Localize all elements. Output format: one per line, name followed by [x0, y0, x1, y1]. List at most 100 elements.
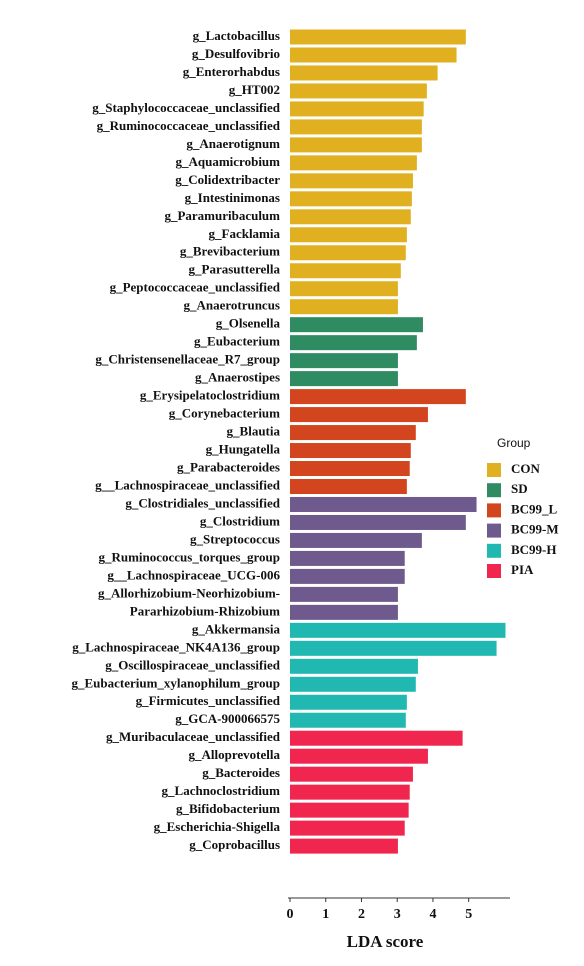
category-label: g_Bacteroides	[202, 765, 280, 780]
legend-swatch	[487, 543, 501, 558]
bar	[290, 712, 406, 728]
bar	[290, 173, 413, 189]
bar	[290, 532, 422, 548]
bar	[290, 281, 398, 297]
legend-label: BC99_L	[511, 501, 558, 516]
legend-label: SD	[511, 481, 528, 496]
category-label: g_Facklamia	[209, 226, 281, 241]
x-tick-label: 4	[429, 907, 436, 922]
bar	[290, 299, 398, 315]
bar	[290, 353, 398, 369]
bar	[290, 245, 406, 261]
bar	[290, 227, 407, 243]
legend-label: BC99-M	[511, 522, 559, 537]
category-label: g_Clostridium	[200, 513, 280, 528]
category-label: g_Hungatella	[206, 442, 281, 457]
bar	[290, 802, 409, 818]
legend-label: CON	[511, 461, 541, 476]
category-label: g_Eubacterium	[194, 334, 280, 349]
legend-swatch	[487, 523, 501, 538]
bar	[290, 425, 416, 441]
bar	[290, 461, 410, 477]
bar	[290, 155, 417, 171]
bar	[290, 676, 416, 692]
category-label: g_Aquamicrobium	[176, 154, 281, 169]
x-tick-label: 1	[322, 907, 329, 922]
bar	[290, 658, 418, 674]
legend-swatch	[487, 463, 501, 477]
x-tick-label: 3	[394, 907, 401, 922]
category-label: g_Peptococcaceae_unclassified	[110, 280, 281, 295]
category-label: g_Allorhizobium-Neorhizobium-	[98, 585, 280, 600]
category-label: g_Eubacterium_xylanophilum_group	[71, 675, 280, 690]
category-label: g_Olsenella	[216, 316, 281, 331]
bar	[290, 47, 457, 63]
bar	[290, 838, 398, 854]
category-label: g__Lachnospiraceae_unclassified	[95, 477, 281, 492]
category-label: g_Coprobacillus	[189, 837, 280, 852]
category-label: g_Blautia	[227, 424, 281, 439]
bar	[290, 730, 463, 746]
category-label: g_Firmicutes_unclassified	[136, 693, 281, 708]
x-axis-title: LDA score	[347, 932, 424, 951]
category-label: g_Bifidobacterium	[176, 801, 280, 816]
bar	[290, 479, 407, 494]
category-label: g_Anaerotruncus	[183, 298, 280, 313]
bar	[290, 65, 438, 81]
category-label: g_Anaerotignum	[186, 136, 280, 151]
bar	[290, 317, 423, 333]
bar	[290, 514, 466, 530]
category-label: g_Intestinimonas	[185, 190, 280, 205]
legend-swatch	[487, 564, 501, 578]
legend-swatch	[487, 503, 501, 518]
category-label: g_Alloprevotella	[189, 747, 281, 762]
bar	[290, 550, 405, 566]
category-label: g_Corynebacterium	[169, 406, 280, 421]
legend-label: PIA	[511, 562, 534, 577]
bar	[290, 694, 407, 710]
legend-title: Group	[497, 436, 531, 450]
legend-swatch	[487, 483, 501, 498]
bar	[290, 496, 477, 512]
bar	[290, 389, 466, 405]
bar	[290, 407, 428, 423]
category-label: g_Akkermansia	[192, 621, 281, 636]
category-label: g_Colidextribacter	[175, 172, 280, 187]
x-tick-label: 0	[287, 907, 294, 922]
bar	[290, 586, 398, 602]
bar	[290, 820, 405, 836]
category-label: g__Lachnospiraceae_UCG-006	[107, 567, 280, 582]
bar	[290, 784, 410, 800]
category-label: g_GCA-900066575	[175, 711, 280, 726]
bar	[290, 137, 422, 153]
bar	[290, 748, 428, 764]
category-label: g_Escherichia-Shigella	[154, 819, 281, 834]
category-label: g_Streptococcus	[190, 531, 280, 546]
category-label: Pararhizobium-Rhizobium	[130, 603, 280, 618]
category-label: g_Lachnoclostridium	[162, 783, 281, 798]
bar	[290, 335, 417, 351]
bar	[290, 604, 398, 620]
category-label: g_Brevibacterium	[180, 244, 280, 259]
bar	[290, 640, 497, 656]
category-label: g_Christensenellaceae_R7_group	[95, 352, 280, 367]
bar	[290, 766, 413, 782]
category-label: g_Ruminococcus_torques_group	[98, 549, 280, 564]
bar	[290, 568, 405, 584]
category-label: g_Parasutterella	[189, 262, 281, 277]
bar	[290, 101, 424, 117]
bar	[290, 209, 411, 225]
category-label: g_Parabacteroides	[177, 460, 280, 475]
category-label: g_Clostridiales_unclassified	[125, 495, 280, 510]
bar	[290, 263, 401, 279]
bar	[290, 622, 506, 638]
category-label: g_Anaerostipes	[195, 370, 280, 385]
category-label: g_Ruminococcaceae_unclassified	[97, 118, 281, 133]
category-label: g_Muribaculaceae_unclassified	[106, 729, 281, 744]
x-tick-label: 2	[358, 907, 365, 922]
category-label: g_Enterorhabdus	[183, 64, 280, 79]
category-label: g_Lactobacillus	[193, 28, 280, 43]
category-label: g_Lachnospiraceae_NK4A136_group	[72, 639, 280, 654]
category-label: g_HT002	[229, 82, 280, 97]
